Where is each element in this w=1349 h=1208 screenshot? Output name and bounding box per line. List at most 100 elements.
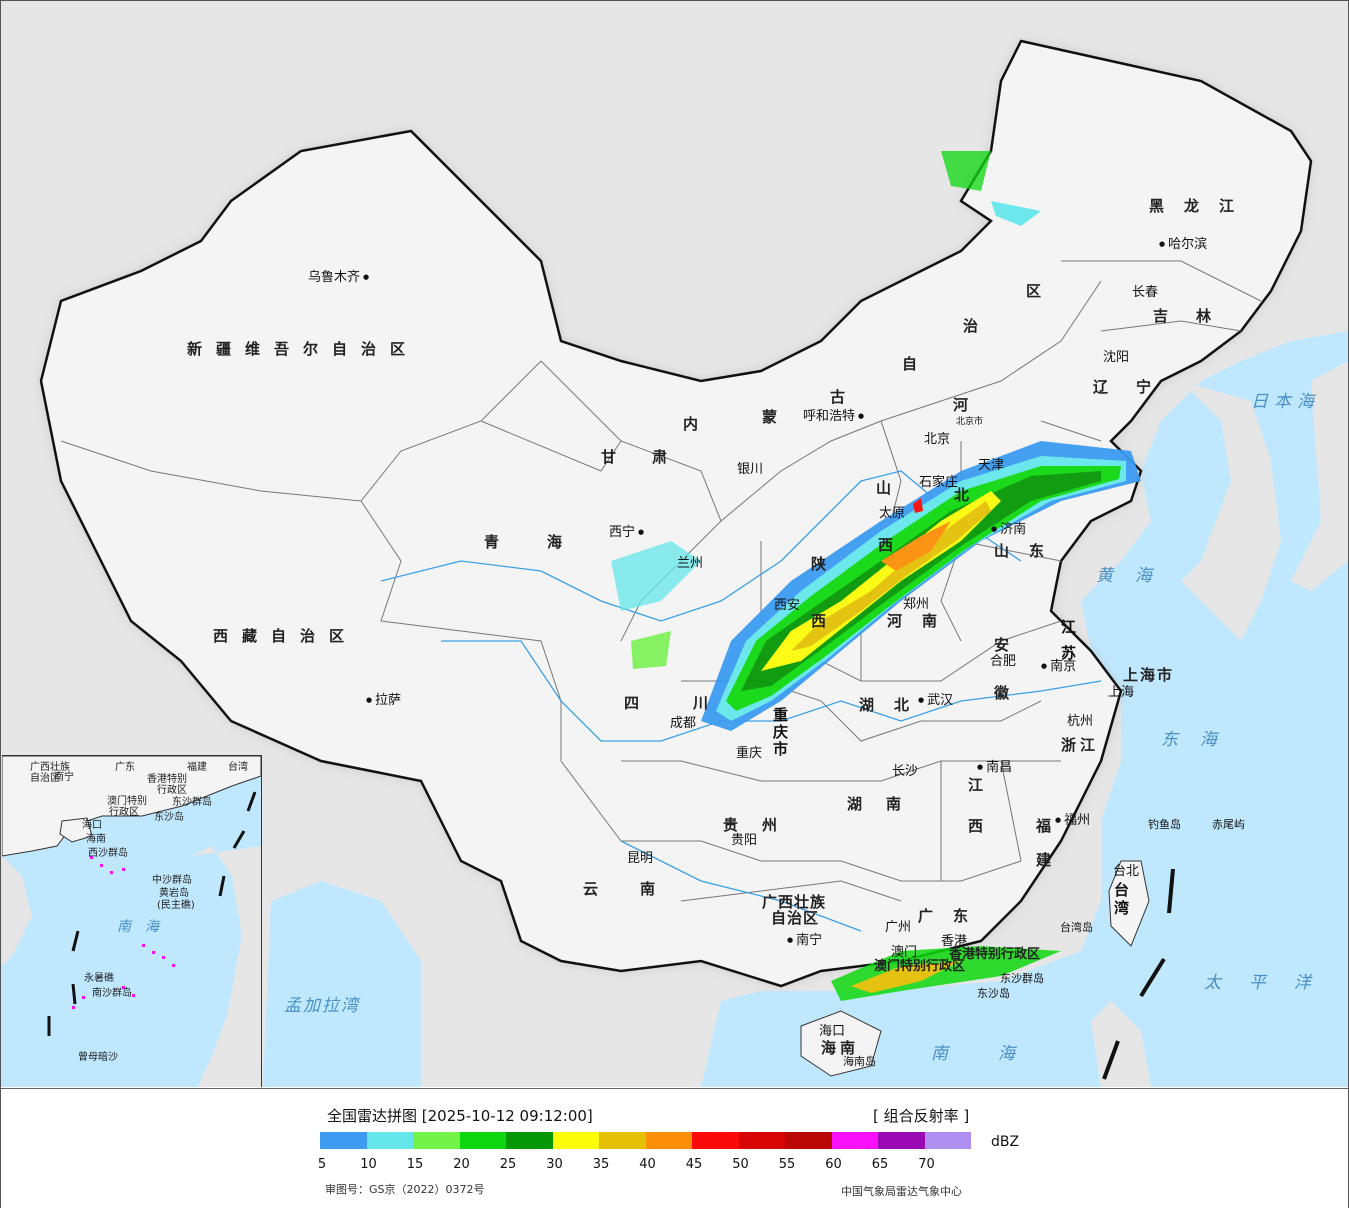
city-xian[interactable]: 西安 (774, 598, 801, 613)
city-zhengzhou[interactable]: 郑州 (903, 597, 930, 612)
legend-swatch-20 (459, 1132, 506, 1149)
city-lanzhou[interactable]: 兰州 (677, 556, 704, 571)
city-changchun[interactable]: 长春 (1132, 285, 1159, 300)
inset-yongshu: 永暑礁 (84, 973, 114, 984)
region-shanghai: 上海市 (1123, 666, 1175, 684)
region-liaoning: 辽宁 (1093, 378, 1180, 396)
legend-swatch-70 (924, 1132, 971, 1149)
echo-20 (726, 466, 1121, 711)
island-dongsha: 东沙岛 (977, 987, 1010, 1000)
sea-yellow: 黄海 (1096, 566, 1174, 586)
inset-zengmu: 曾母暗沙 (78, 1052, 118, 1063)
echo-north-a (941, 151, 991, 191)
city-haikou[interactable]: 海口 (819, 1024, 846, 1039)
radar-map[interactable]: 新疆维吾尔自治区 西藏自治区 青海 甘肃 内 蒙 古 自 治 区 黑龙江 吉林 … (1, 1, 1348, 1087)
legend-color-bar (320, 1132, 971, 1149)
inset-macau-2: 行政区 (109, 807, 139, 818)
approval-number: 审图号：GS京（2022）0372号 (325, 1183, 485, 1196)
city-lhasa[interactable]: 拉萨 (366, 694, 401, 707)
echo-40 (881, 521, 951, 571)
inset-guangdong: 广东 (115, 762, 135, 773)
legend-swatch-45 (692, 1132, 739, 1149)
legend-tick-20: 20 (453, 1157, 470, 1172)
city-shanghai[interactable]: 上海 (1108, 685, 1135, 700)
legend-tick-30: 30 (546, 1157, 563, 1172)
legend-tick-5: 5 (317, 1157, 327, 1172)
region-hunan: 湖南 (847, 795, 926, 813)
south-china-sea-inset[interactable]: 广西壮族 自治区 广东 福建 台湾 南宁 香港特别 行政区 澳门特别 行政区 东… (2, 755, 262, 1087)
organization-name: 中国气象局雷达气象中心 (841, 1185, 962, 1198)
region-taiwan: 台湾 (1114, 881, 1130, 917)
island-diaoyu: 钓鱼岛 (1148, 818, 1181, 831)
city-nanchang[interactable]: 南昌 (977, 761, 1012, 774)
inset-xisha: 西沙群岛 (88, 848, 128, 859)
legend-swatch-65 (878, 1132, 925, 1149)
city-harbin[interactable]: 哈尔滨 (1159, 238, 1207, 251)
city-tianjin[interactable]: 天津 (978, 458, 1005, 473)
inset-dongsha-2: 东沙岛 (154, 812, 184, 823)
inset-nansha: 南沙群岛 (92, 988, 132, 999)
city-hohhot[interactable]: 呼和浩特 (803, 410, 864, 423)
city-macau[interactable]: 澳门 (891, 945, 918, 960)
region-hainan: 海南 (821, 1039, 860, 1057)
city-taibei[interactable]: 台北 (1113, 864, 1140, 879)
city-urumqi[interactable]: 乌鲁木齐 (308, 271, 369, 284)
legend-tick-10: 10 (360, 1157, 377, 1172)
region-nmg-2: 蒙 (762, 408, 792, 426)
sea-south: 南海 (931, 1044, 1065, 1064)
city-wuhan[interactable]: 武汉 (918, 694, 953, 707)
city-chengdu[interactable]: 成都 (670, 716, 697, 731)
city-taiyuan[interactable]: 太原 (879, 506, 906, 521)
city-chongqing[interactable]: 重庆 (736, 746, 763, 761)
city-nanning[interactable]: 南宁 (787, 934, 822, 947)
legend-swatch-40 (645, 1132, 692, 1149)
city-nanjing[interactable]: 南京 (1041, 660, 1076, 673)
inset-fujian: 福建 (187, 762, 207, 773)
city-hefei[interactable]: 合肥 (990, 654, 1017, 669)
city-yinchuan[interactable]: 银川 (737, 462, 764, 477)
echo-35 (791, 501, 991, 651)
region-yunnan: 云南 (583, 880, 698, 898)
city-fuzhou[interactable]: 福州 (1055, 814, 1090, 827)
island-hainan: 海南岛 (843, 1055, 876, 1068)
region-guizhou: 贵州 (723, 816, 802, 834)
echo-south-core (851, 961, 961, 993)
city-jinan[interactable]: 济南 (991, 523, 1026, 536)
region-jiangsu: 江苏 (1061, 618, 1077, 662)
legend-title: 全国雷达拼图 [2025-10-12 09:12:00] (327, 1107, 593, 1125)
legend-tick-50: 50 (732, 1157, 749, 1172)
inset-macau: 澳门特别 (107, 796, 147, 807)
legend-swatch-35 (599, 1132, 646, 1149)
island-chiwei: 赤尾屿 (1212, 818, 1245, 831)
city-xining[interactable]: 西宁 (609, 526, 644, 539)
region-anhui-hui: 徽 (994, 684, 1024, 702)
city-shenyang[interactable]: 沈阳 (1103, 350, 1130, 365)
legend-product: [ 组合反射率 ] (873, 1107, 970, 1125)
region-fujian-fu: 福 (1036, 817, 1066, 835)
city-hongkong[interactable]: 香港 (941, 934, 968, 949)
echo-45 (913, 498, 923, 513)
region-hk: 香港特别行政区 (949, 947, 1041, 962)
inset-guangxi-2: 自治区 (30, 773, 60, 784)
region-shaanxi-xi: 西 (811, 612, 841, 630)
rivers (380, 470, 1102, 932)
city-guiyang[interactable]: 贵阳 (731, 833, 758, 848)
region-nmg-4: 自 (902, 355, 932, 373)
city-beijing[interactable]: 北京 (924, 432, 951, 447)
city-hangzhou[interactable]: 杭州 (1067, 714, 1094, 729)
city-beijingshi[interactable]: 北京市 (956, 417, 984, 427)
legend: 全国雷达拼图 [2025-10-12 09:12:00] [ 组合反射率 ] d… (1, 1088, 1348, 1208)
city-changsha[interactable]: 长沙 (892, 764, 919, 779)
region-nmg-1: 内 (683, 415, 713, 433)
city-guangzhou[interactable]: 广州 (885, 920, 912, 935)
echo-north-b (991, 201, 1041, 226)
region-guangxi-1: 广西壮族 (762, 893, 827, 911)
legend-tick-65: 65 (871, 1157, 889, 1172)
inset-canvas (2, 756, 261, 1087)
legend-tick-55: 55 (778, 1157, 796, 1172)
inset-hk: 香港特别 (147, 774, 187, 785)
city-kunming[interactable]: 昆明 (627, 851, 654, 866)
legend-swatch-15 (413, 1132, 460, 1149)
city-shijiazhuang[interactable]: 石家庄 (919, 475, 959, 490)
indochina-land (421, 901, 721, 1087)
